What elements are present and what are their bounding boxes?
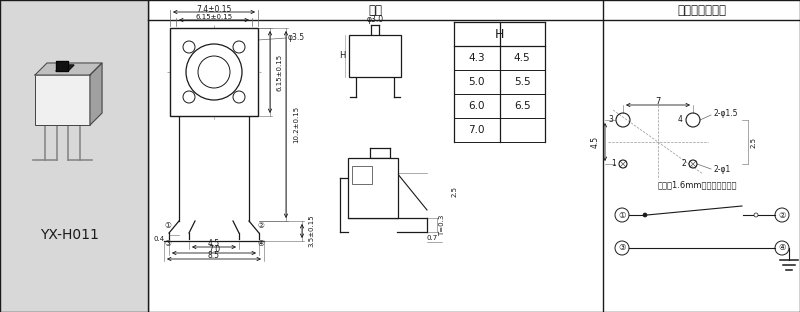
Bar [35, 75, 90, 125]
Text: 4: 4 [678, 115, 683, 124]
Text: 2.5: 2.5 [751, 137, 757, 148]
Text: 1: 1 [611, 159, 616, 168]
Text: H: H [495, 27, 504, 41]
Bar [148, 0, 800, 312]
Text: 10.2±0.15: 10.2±0.15 [293, 106, 299, 143]
Bar [0, 0, 148, 312]
Text: 6.5: 6.5 [514, 101, 530, 111]
Text: 7.0: 7.0 [208, 246, 220, 255]
Circle shape [754, 213, 758, 217]
Bar [170, 28, 258, 116]
Text: 5.0: 5.0 [469, 77, 485, 87]
Bar [352, 166, 372, 184]
Text: ②: ② [257, 222, 264, 231]
Polygon shape [56, 65, 74, 71]
Text: 4.3: 4.3 [469, 53, 485, 63]
Text: 6.15±0.15: 6.15±0.15 [195, 14, 233, 20]
Text: 3: 3 [608, 115, 613, 124]
Text: ②: ② [778, 211, 786, 220]
Text: ①: ① [618, 211, 626, 220]
Text: 6.15±0.15: 6.15±0.15 [276, 53, 282, 90]
Text: T=0.3: T=0.3 [439, 214, 445, 236]
Text: 6.0: 6.0 [469, 101, 485, 111]
Text: 请使用1.6mm厚的印刷电路板: 请使用1.6mm厚的印刷电路板 [658, 181, 737, 189]
Text: 0.4: 0.4 [154, 236, 165, 242]
Text: φ3.5: φ3.5 [288, 33, 305, 42]
Text: 4.5: 4.5 [590, 136, 599, 148]
Text: 2: 2 [682, 159, 686, 168]
Text: 3.5±0.15: 3.5±0.15 [308, 215, 314, 247]
Circle shape [643, 213, 647, 217]
Polygon shape [35, 63, 102, 75]
Text: 2-φ1: 2-φ1 [713, 165, 730, 174]
Text: 0.7: 0.7 [426, 235, 438, 241]
Text: 5.5: 5.5 [514, 77, 530, 87]
Text: 2-φ1.5: 2-φ1.5 [713, 110, 738, 119]
Text: 7: 7 [655, 97, 661, 106]
Text: 安装图及电路图: 安装图及电路图 [677, 3, 726, 17]
Text: 7.0: 7.0 [469, 125, 485, 135]
Text: 4.5: 4.5 [208, 240, 220, 248]
Text: ③: ③ [164, 238, 171, 247]
Text: 7.4±0.15: 7.4±0.15 [196, 4, 232, 13]
Polygon shape [56, 61, 68, 71]
Text: ④: ④ [257, 238, 264, 247]
Bar [349, 35, 401, 77]
Text: H: H [339, 51, 345, 61]
Text: 4.5: 4.5 [514, 53, 530, 63]
Text: ④: ④ [778, 243, 786, 252]
Text: 2.5: 2.5 [452, 186, 458, 197]
Text: 8.5: 8.5 [208, 251, 220, 261]
Text: YX-H011: YX-H011 [41, 228, 99, 242]
Bar [348, 158, 398, 218]
Text: φ3.0: φ3.0 [366, 16, 383, 25]
Text: ③: ③ [618, 243, 626, 252]
Text: ①: ① [164, 222, 171, 231]
Polygon shape [90, 63, 102, 125]
Text: 尺寸: 尺寸 [369, 3, 382, 17]
